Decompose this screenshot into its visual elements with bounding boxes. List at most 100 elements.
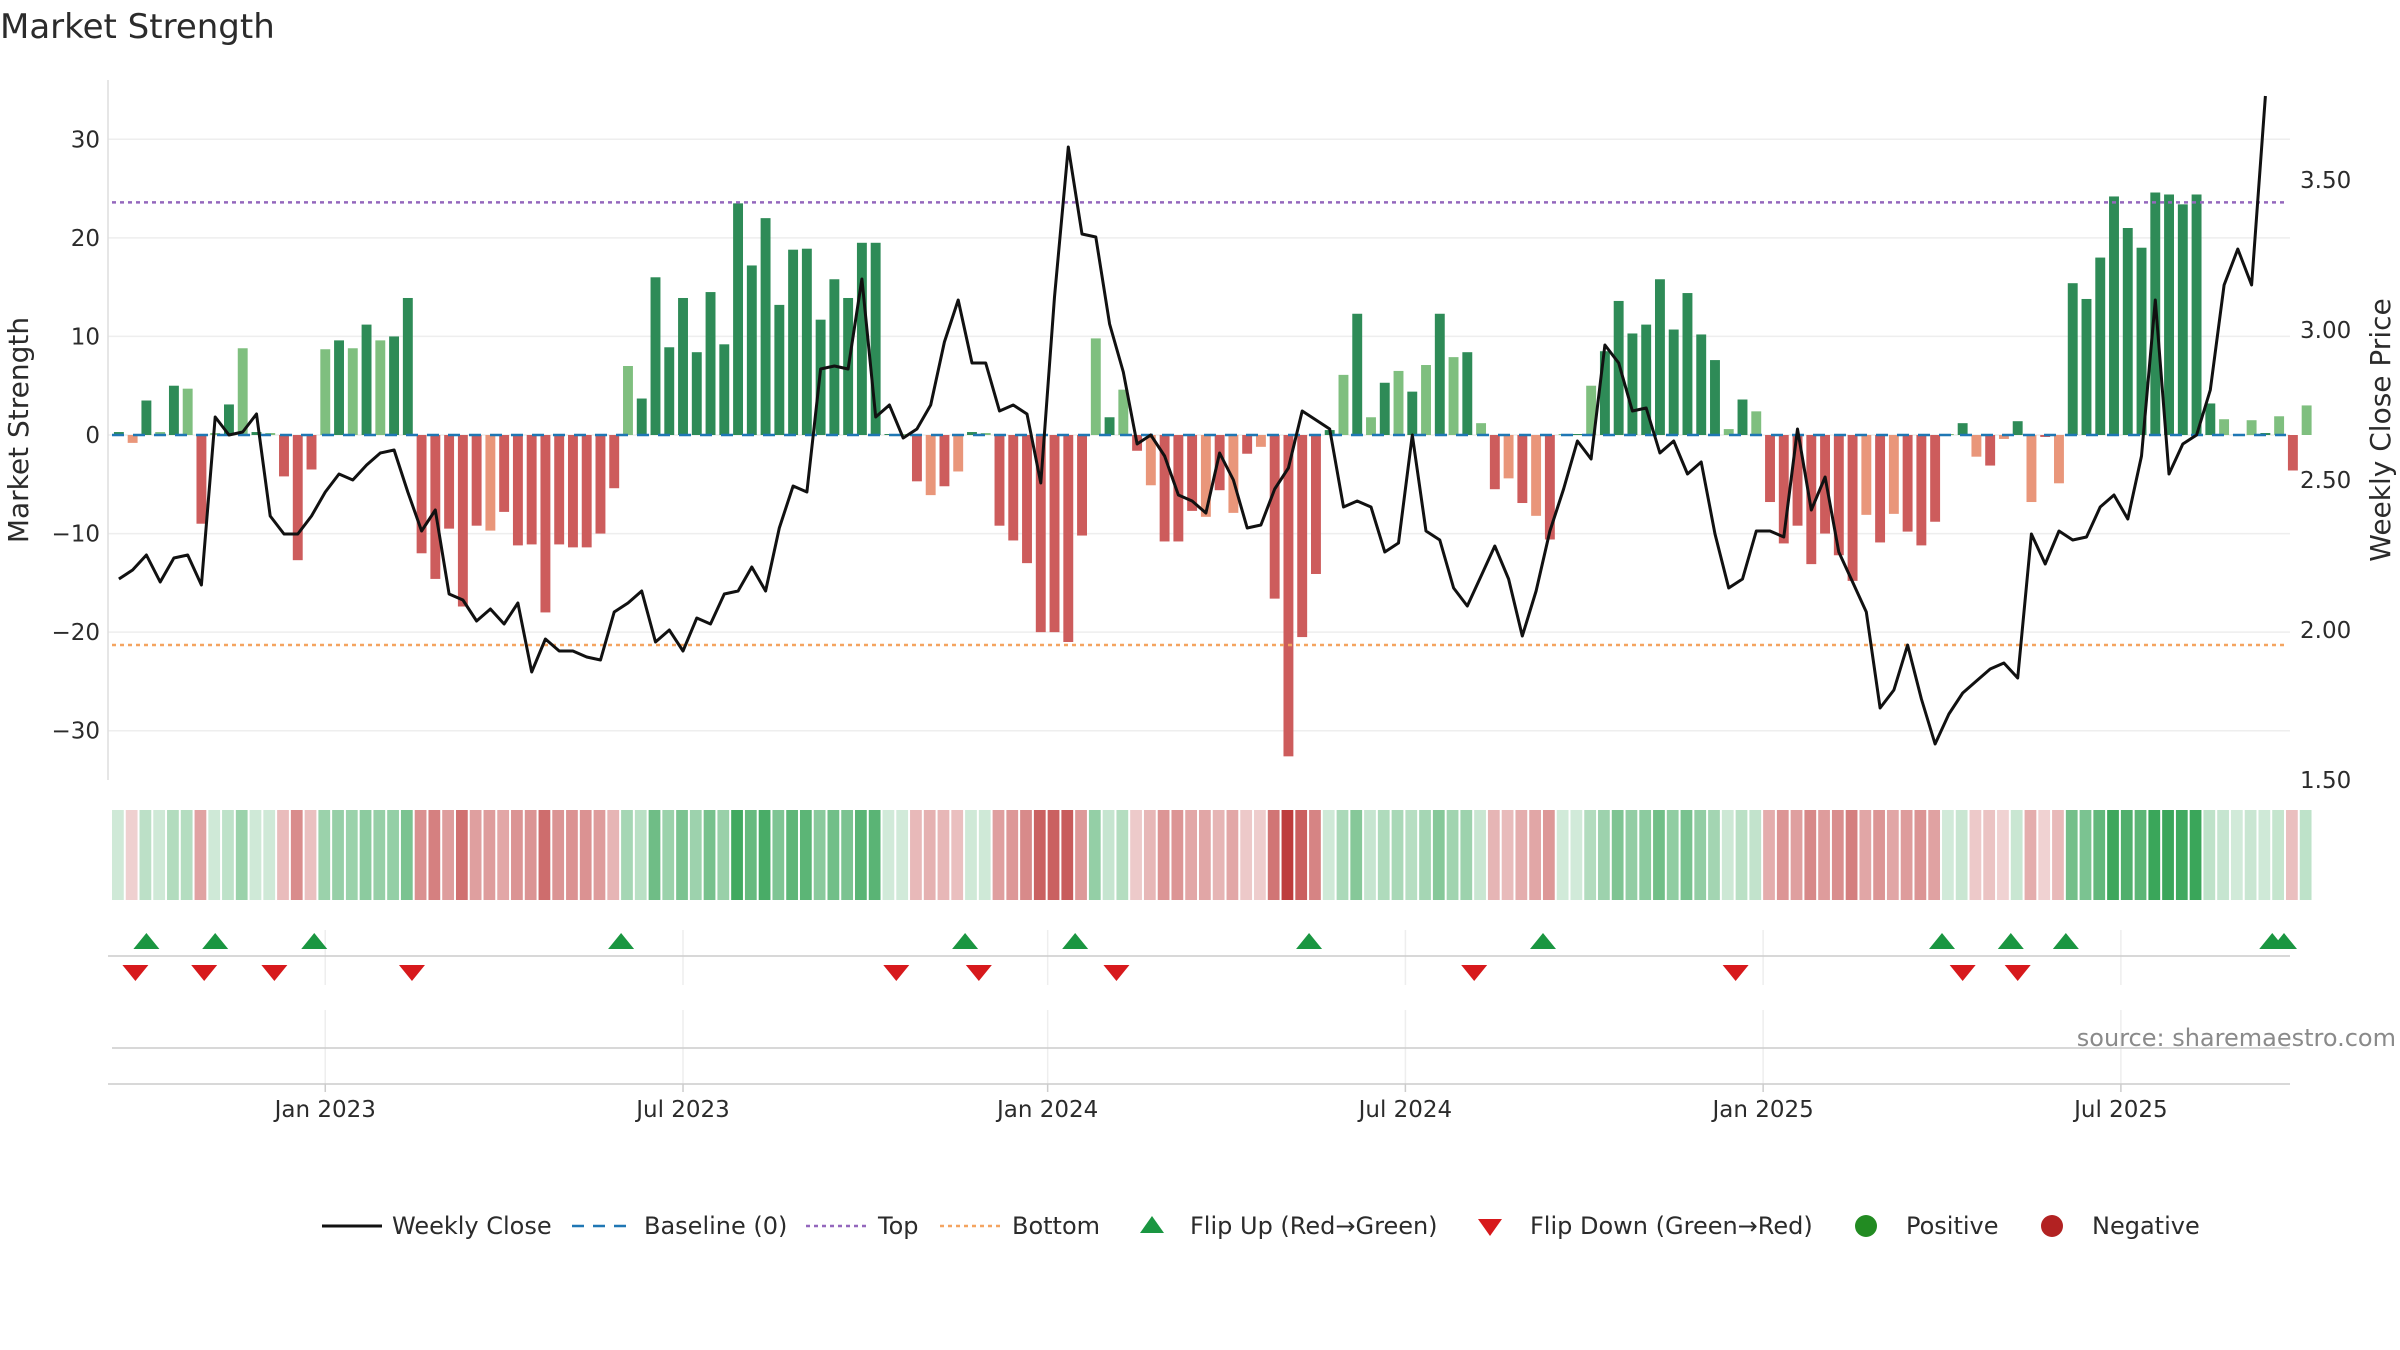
strip-cell: [1185, 810, 1197, 900]
strip-cell: [1336, 810, 1349, 900]
strength-heat-strip: [112, 810, 2312, 900]
strength-bar: [1283, 435, 1294, 757]
strength-bar: [1778, 435, 1789, 544]
strip-cell: [634, 810, 647, 900]
strength-bar: [2122, 228, 2133, 435]
strip-cell: [1309, 810, 1321, 900]
strip-cell: [1102, 810, 1115, 900]
strength-bar: [1668, 329, 1679, 435]
strength-bar: [705, 292, 716, 435]
strip-cell: [1776, 810, 1789, 900]
flip-down-marker: [261, 965, 288, 981]
strip-cell: [125, 810, 138, 900]
x-tick-label: Jul 2025: [2072, 1097, 2168, 1123]
weekly-close-line: [118, 95, 2267, 746]
lower-panel: [108, 1047, 2290, 1085]
strength-bar: [1902, 435, 1913, 532]
strength-bar: [2177, 204, 2188, 435]
strength-bar: [1476, 423, 1487, 435]
strip-cell: [263, 810, 276, 900]
strip-cell: [1075, 810, 1087, 900]
strip-cell: [923, 810, 936, 900]
strength-bar: [2067, 283, 2078, 435]
strength-bar: [554, 435, 565, 545]
strength-bar: [2012, 421, 2023, 435]
strip-cell: [1130, 810, 1142, 900]
strength-bar: [1641, 324, 1652, 435]
strength-bar: [361, 324, 372, 435]
strength-bar: [1118, 389, 1129, 435]
strip-cell: [469, 810, 482, 900]
strip-cell: [992, 810, 1005, 900]
strength-bar: [1407, 391, 1418, 435]
strip-cell: [1020, 810, 1032, 900]
strip-cell: [1708, 810, 1720, 900]
strength-bar: [1035, 435, 1046, 633]
strip-cell: [799, 810, 812, 900]
strength-bar: [334, 340, 344, 435]
flip-down-marker: [1949, 965, 1976, 981]
strength-bar: [1214, 435, 1225, 491]
strength-bar: [595, 435, 606, 534]
strength-bar: [1434, 313, 1445, 435]
strength-bar: [581, 435, 592, 548]
strength-bar: [1255, 435, 1266, 447]
strip-cell: [2203, 810, 2216, 900]
strip-cell: [167, 810, 179, 900]
strength-bar: [237, 348, 248, 435]
flip-down-marker: [1722, 965, 1749, 981]
strip-cell: [1474, 810, 1486, 900]
strip-cell: [1763, 810, 1775, 900]
strip-cell: [2120, 810, 2133, 900]
strip-cell: [593, 810, 606, 900]
strength-bar: [1998, 435, 2009, 439]
strength-bar: [1297, 435, 1308, 638]
strip-cell: [2244, 810, 2257, 900]
strip-cell: [1625, 810, 1638, 900]
strip-cell: [910, 810, 922, 900]
y-tick-label: −20: [51, 620, 100, 646]
strip-cell: [428, 810, 441, 900]
y2-axis-title: Weekly Close Price: [2364, 298, 2397, 561]
strength-bar: [719, 344, 730, 435]
strip-cell: [1873, 810, 1885, 900]
strength-bar: [1173, 435, 1184, 542]
strip-cell: [194, 810, 207, 900]
strength-bar: [2081, 298, 2092, 435]
strip-cell: [1240, 810, 1253, 900]
strip-cell: [208, 810, 221, 900]
flip-up-marker: [608, 933, 635, 949]
strip-cell: [607, 810, 620, 900]
strip-cell: [1254, 810, 1266, 900]
strength-bar: [1957, 423, 1968, 435]
strip-cell: [222, 810, 234, 900]
flip-up-marker: [301, 933, 328, 949]
strength-bar: [801, 248, 812, 435]
strip-cell: [2107, 810, 2119, 900]
strength-bar: [402, 297, 413, 435]
strength-bar: [774, 304, 785, 435]
flip-up-marker: [2052, 933, 2079, 949]
strength-bar: [251, 432, 262, 435]
strip-cell: [1859, 810, 1872, 900]
strength-bar: [967, 432, 977, 435]
strength-bar: [1971, 435, 1982, 457]
y-tick-label: −30: [51, 719, 100, 745]
strength-bar: [430, 435, 441, 579]
strength-bar: [1104, 417, 1115, 435]
strength-bar: [1503, 435, 1514, 479]
strip-cell: [1487, 810, 1500, 900]
strip-cell: [676, 810, 688, 900]
strip-cell: [1804, 810, 1817, 900]
strip-cell: [1749, 810, 1762, 900]
strip-cell: [758, 810, 771, 900]
strip-cell: [2134, 810, 2147, 900]
flip-down-marker: [965, 965, 992, 981]
strength-bar: [224, 404, 234, 435]
strip-cell: [1598, 810, 1610, 900]
strength-bar: [471, 435, 482, 526]
legend-negative-swatch: [2041, 1215, 2063, 1237]
strip-cell: [1143, 810, 1156, 900]
strength-bar: [1063, 435, 1074, 642]
